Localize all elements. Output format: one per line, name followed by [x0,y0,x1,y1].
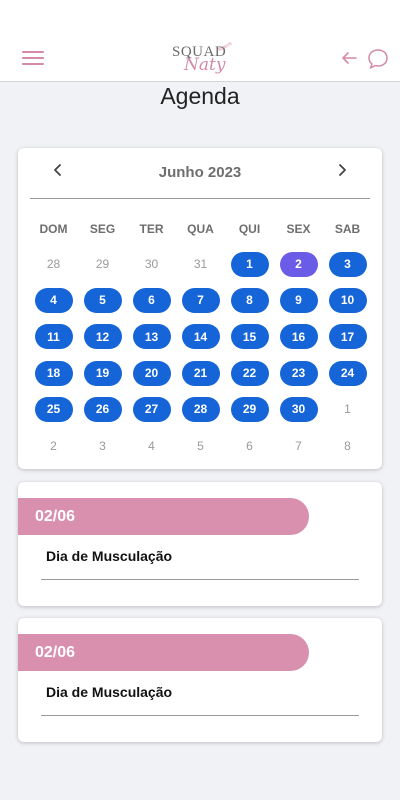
calendar-day[interactable]: 16 [274,319,323,355]
calendar-day[interactable]: 15 [225,319,274,355]
calendar-day[interactable]: 29 [225,391,274,427]
calendar-day[interactable]: 28 [176,391,225,427]
calendar-day[interactable]: 12 [78,319,127,355]
calendar-day-outside: 31 [193,257,208,272]
calendar-day[interactable]: 9 [274,282,323,318]
calendar-day[interactable]: 20 [127,355,176,391]
chat-icon[interactable] [366,47,390,71]
calendar-day-outside: 4 [148,438,155,453]
calendar-day[interactable]: 17 [323,319,372,355]
calendar-day[interactable]: 14 [176,319,225,355]
calendar-day-outside: 5 [197,438,204,453]
weekday-label: DOM [39,222,68,236]
calendar-day[interactable]: 18 [29,355,78,391]
calendar: Junho 2023 DOM SEG TER QUA QUI SEX SAB 2… [18,148,382,469]
calendar-month-label: Junho 2023 [158,164,242,181]
logo-text-naty: Naty [184,55,226,75]
event-divider [41,715,359,716]
event-date-badge: 02/06 [18,634,309,671]
calendar-day-outside: 7 [295,438,302,453]
calendar-day[interactable]: 30 [274,391,323,427]
calendar-day[interactable]: 10 [323,282,372,318]
calendar-day[interactable]: 13 [127,319,176,355]
calendar-days-grid: 28 29 30 31 1 2 3 4 5 6 7 8 9 10 11 12 1… [29,246,372,464]
calendar-day[interactable]: 1 [225,246,274,282]
weekday-header: DOM SEG TER QUA QUI SEX SAB [29,222,372,236]
calendar-day-outside: 28 [46,257,61,272]
calendar-day[interactable]: 5 [78,282,127,318]
page-title: Agenda [160,83,240,109]
calendar-day[interactable]: 27 [127,391,176,427]
calendar-day-outside: 30 [144,257,159,272]
weekday-label: QUI [238,222,261,236]
weekday-label: SEX [286,222,311,236]
top-bar: SQUAD Naty fitness [0,0,400,82]
calendar-day-outside: 29 [95,257,110,272]
calendar-day[interactable]: 11 [29,319,78,355]
calendar-day[interactable]: 6 [127,282,176,318]
calendar-day-outside: 6 [246,438,253,453]
app-logo: SQUAD Naty fitness [160,38,240,80]
calendar-day-selected[interactable]: 2 [274,246,323,282]
weekday-label: QUA [187,222,214,236]
event-card[interactable]: 02/06 Dia de Musculação [18,482,382,606]
calendar-day-outside: 2 [50,438,57,453]
calendar-day[interactable]: 3 [323,246,372,282]
weekday-label: TER [139,222,164,236]
weekday-label: SAB [334,222,361,236]
calendar-day-outside: 1 [344,402,351,417]
calendar-divider [30,198,370,199]
calendar-day[interactable]: 4 [29,282,78,318]
event-title: Dia de Musculação [46,684,173,700]
calendar-day[interactable]: 7 [176,282,225,318]
calendar-day[interactable]: 24 [323,355,372,391]
calendar-day-outside: 3 [99,438,106,453]
event-title: Dia de Musculação [46,548,173,564]
calendar-day[interactable]: 25 [29,391,78,427]
logo-text-squad: SQUAD [172,44,227,60]
calendar-day[interactable]: 19 [78,355,127,391]
chevron-left-icon[interactable] [48,160,68,180]
event-date-badge: 02/06 [18,498,309,535]
calendar-day[interactable]: 23 [274,355,323,391]
calendar-day[interactable]: 8 [225,282,274,318]
calendar-day[interactable]: 22 [225,355,274,391]
calendar-day[interactable]: 21 [176,355,225,391]
calendar-day-outside: 8 [344,438,351,453]
chevron-right-icon[interactable] [332,160,352,180]
hamburger-menu-icon[interactable] [22,51,44,67]
event-divider [41,579,359,580]
weekday-label: SEG [89,222,116,236]
calendar-day[interactable]: 26 [78,391,127,427]
back-arrow-icon[interactable] [340,49,358,67]
event-card[interactable]: 02/06 Dia de Musculação [18,618,382,742]
